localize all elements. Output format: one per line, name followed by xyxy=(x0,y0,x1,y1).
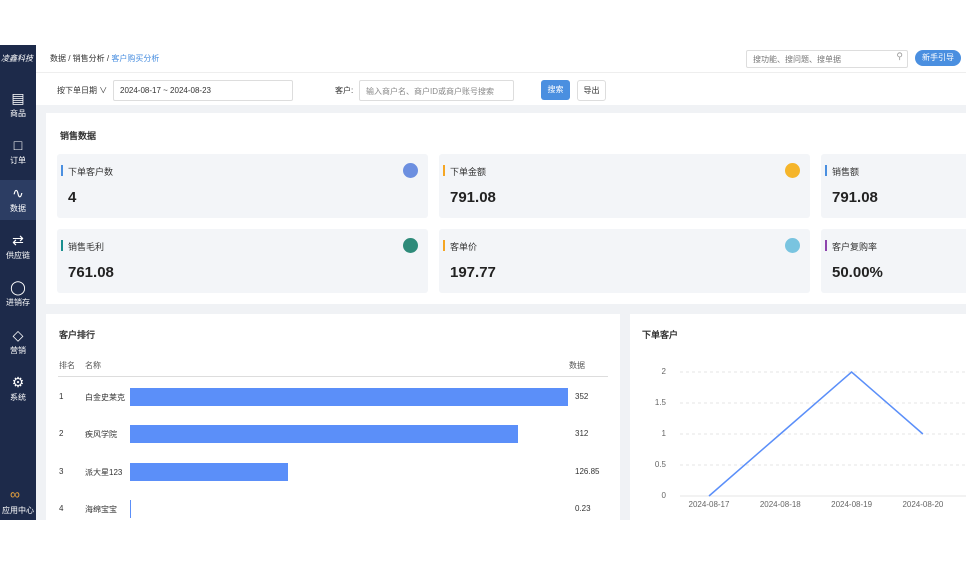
nav-icon: ◯ xyxy=(0,279,36,296)
nav-item[interactable]: 数据 xyxy=(0,203,36,214)
accent-bar xyxy=(61,165,63,176)
customer-name: 疾风学院 xyxy=(85,429,117,440)
stat-value: 791.08 xyxy=(450,189,496,206)
export-button[interactable]: 导出 xyxy=(577,80,606,101)
accent-bar xyxy=(61,240,63,251)
panel-title: 客户排行 xyxy=(59,328,95,341)
rank: 4 xyxy=(59,504,63,513)
accent-bar xyxy=(825,240,827,251)
value: 126.85 xyxy=(575,467,599,476)
stat-label: 下单金额 xyxy=(450,165,486,178)
brand: 凌鑫科技 xyxy=(1,53,33,64)
sales-panel: 销售数据下单客户数 4 下单金额 791.08 销售额 791.08 销售毛利 761.08 客… xyxy=(46,113,966,304)
date-input[interactable]: 2024-08-17 ~ 2024-08-23 xyxy=(113,80,293,101)
header-rule xyxy=(58,376,608,377)
nav-item[interactable]: 应用中心 xyxy=(0,505,36,516)
customer-name: 海绵宝宝 xyxy=(85,504,117,515)
date-type[interactable]: 按下单日期 ∨ xyxy=(57,85,107,96)
column-header: 数据 xyxy=(569,360,585,371)
date-range: 2024-08-17 ~ 2024-08-23 xyxy=(120,86,211,95)
placeholder: 搜功能、搜问题、搜单据 xyxy=(753,54,841,65)
x-tick-label: 2024-08-19 xyxy=(831,500,872,509)
stat-label: 销售毛利 xyxy=(68,240,104,253)
stat-icon xyxy=(785,238,800,253)
nav-item[interactable]: 商品 xyxy=(0,108,36,119)
nav-icon: □ xyxy=(0,137,36,153)
customer-name: 白金史莱克 xyxy=(85,392,125,403)
date-type-label: 按下单日期 xyxy=(57,86,97,95)
nav-item[interactable]: 供应链 xyxy=(0,250,36,261)
crumb: 客户购买分析 xyxy=(111,54,159,63)
stat-icon xyxy=(785,163,800,178)
nav-icon: ⚙ xyxy=(0,374,36,391)
y-tick-label: 2 xyxy=(662,367,667,376)
stat-value: 50.00% xyxy=(832,264,883,281)
line-chart: 0 0.5 1 1.5 2 2024-08-17 2024-08-18 2024-08-19 2… xyxy=(630,314,966,520)
chart-panel: 下单客户 00.511.522024-08-172024-08-182024-0… xyxy=(630,314,966,520)
accent-bar xyxy=(825,165,827,176)
customer-label: 客户: xyxy=(335,85,353,96)
bar xyxy=(130,425,518,443)
guide-button[interactable]: 新手引导 xyxy=(915,50,961,66)
rank: 1 xyxy=(59,392,63,401)
stat-card: 销售毛利 761.08 xyxy=(57,229,428,293)
value: 352 xyxy=(575,392,588,401)
search-icon: ⚲ xyxy=(896,51,903,62)
nav-item[interactable]: 进销存 xyxy=(0,297,36,308)
value: 0.23 xyxy=(575,504,591,513)
stat-value: 761.08 xyxy=(68,264,114,281)
column-header: 排名 xyxy=(59,360,75,371)
nav-icon: ▤ xyxy=(0,90,36,107)
column-header: 名称 xyxy=(85,360,101,371)
x-tick-label: 2024-08-17 xyxy=(689,500,730,509)
nav-icon: ◇ xyxy=(0,327,36,344)
bar xyxy=(130,463,288,481)
divider xyxy=(36,72,966,73)
value: 312 xyxy=(575,429,588,438)
crumb[interactable]: 数据 xyxy=(50,54,66,63)
panel-title: 销售数据 xyxy=(60,129,96,142)
bar xyxy=(130,388,568,406)
stat-icon xyxy=(403,238,418,253)
y-tick-label: 0.5 xyxy=(655,460,667,469)
accent-bar xyxy=(443,165,445,176)
stat-label: 下单客户数 xyxy=(68,165,113,178)
y-tick-label: 0 xyxy=(662,491,667,500)
ranking-panel: 客户排行排名名称 数据 1 白金史莱克 352 2 疾风学院 312 3 派大星123 126.85… xyxy=(46,314,620,520)
stat-card: 下单客户数 4 xyxy=(57,154,428,218)
stat-icon xyxy=(403,163,418,178)
x-tick-label: 2024-08-20 xyxy=(902,500,943,509)
stat-label: 销售额 xyxy=(832,165,859,178)
nav-icon: ⇄ xyxy=(0,232,36,249)
search-button[interactable]: 搜索 xyxy=(541,80,570,100)
placeholder: 输入商户名、商户ID或商户账号搜索 xyxy=(366,86,494,97)
rank: 3 xyxy=(59,467,63,476)
customer-input[interactable]: 输入商户名、商户ID或商户账号搜索 xyxy=(359,80,514,101)
customer-name: 派大星123 xyxy=(85,467,122,478)
stat-label: 客单价 xyxy=(450,240,477,253)
app-icon: ∞ xyxy=(10,486,20,502)
accent-bar xyxy=(443,240,445,251)
y-tick-label: 1 xyxy=(662,429,667,438)
nav-item[interactable]: 系统 xyxy=(0,392,36,403)
breadcrumb: 数据 / 销售分析 / 客户购买分析 xyxy=(50,53,159,64)
stat-card: 下单金额 791.08 xyxy=(439,154,810,218)
search-box[interactable]: 搜功能、搜问题、搜单据 ⚲ xyxy=(746,50,908,68)
stat-card: 客单价 197.77 xyxy=(439,229,810,293)
stat-card: 客户复购率 50.00% xyxy=(821,229,966,293)
x-tick-label: 2024-08-18 xyxy=(760,500,801,509)
stat-value: 4 xyxy=(68,189,76,206)
stat-card: 销售额 791.08 xyxy=(821,154,966,218)
y-tick-label: 1.5 xyxy=(655,398,667,407)
crumb[interactable]: 销售分析 xyxy=(73,54,105,63)
stat-value: 197.77 xyxy=(450,264,496,281)
stat-label: 客户复购率 xyxy=(832,240,877,253)
nav-icon: ∿ xyxy=(0,185,36,202)
nav-item[interactable]: 营销 xyxy=(0,345,36,356)
stat-value: 791.08 xyxy=(832,189,878,206)
rank: 2 xyxy=(59,429,63,438)
nav-item[interactable]: 订单 xyxy=(0,155,36,166)
